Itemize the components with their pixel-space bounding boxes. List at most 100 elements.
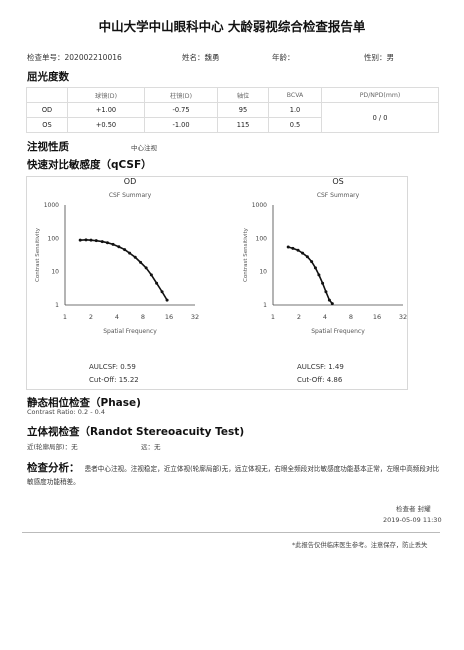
od-cutoff: Cut-Off: 15.22 — [89, 376, 139, 384]
od-data-point — [90, 239, 93, 242]
od-aulcsf-label: AULCSF: — [89, 363, 118, 371]
fixation-value: 中心注视 — [131, 142, 157, 152]
od-data-point — [128, 252, 131, 255]
refraction-heading: 屈光度数 — [27, 69, 69, 84]
os-x-tick-label: 8 — [349, 313, 353, 321]
od-data-point — [106, 241, 109, 244]
os-data-point — [317, 273, 320, 276]
os-aulcsf: AULCSF: 1.49 — [297, 363, 344, 371]
od-aulcsf: AULCSF: 0.59 — [89, 363, 136, 371]
os-data-point — [310, 260, 313, 263]
refraction-header-bcva: BCVA — [269, 88, 322, 103]
stereo-far-value: 无 — [154, 443, 161, 451]
csf-chart-panel: OD CSF Summary 1 10 100 1000 1 2 4 8 16 32 Spatial F… — [26, 176, 408, 390]
os-x-tick-label: 2 — [297, 313, 301, 321]
footer-note: *此报告仅供临床医生参考。注意保存，防止丢失 — [292, 540, 427, 549]
exam-number-value: 202002210016 — [65, 53, 122, 62]
od-chart-title: CSF Summary — [109, 192, 152, 199]
od-x-axis-label: Spatial Frequency — [103, 328, 157, 335]
analysis-text: 患者中心注视。注视稳定，近立体视(轮廓局部)无，远立体视无，右眼全频段对比敏感度… — [27, 465, 439, 486]
os-cutoff-value: 4.86 — [327, 376, 343, 384]
od-eye-label: OD — [124, 177, 136, 186]
exam-number: 检查单号：202002210016 — [27, 52, 122, 63]
od-aulcsf-value: 0.59 — [120, 363, 136, 371]
report-datetime: 2019-05-09 11:30 — [383, 516, 442, 524]
od-data-point — [134, 256, 137, 259]
refraction-header-cyl: 柱镜(D) — [145, 88, 218, 103]
od-x-tick-label: 4 — [115, 313, 119, 321]
od-cutoff-value: 15.22 — [119, 376, 139, 384]
patient-sex: 性别：男 — [364, 52, 394, 63]
os-data-point — [306, 255, 309, 258]
os-x-axis-label: Spatial Frequency — [311, 328, 365, 335]
od-data-point — [161, 290, 164, 293]
os-eye-label: OS — [332, 177, 343, 186]
os-data-point — [291, 247, 294, 250]
os-data-point — [301, 252, 304, 255]
od-y-axis-label: Contrast Sensitivity — [35, 227, 41, 282]
os-y-axis-label: Contrast Sensitivity — [243, 227, 249, 282]
examiner-name: 封耀 — [418, 505, 431, 513]
patient-age: 年龄： — [272, 52, 295, 63]
os-csf-curve — [288, 247, 332, 304]
patient-sex-label: 性别： — [364, 53, 387, 62]
phase-contrast: Contrast Ratio: 0.2 - 0.4 — [27, 408, 105, 416]
phase-contrast-label: Contrast Ratio: — [27, 408, 76, 416]
refraction-table: 球镜(D) 柱镜(D) 轴位 BCVA PD/NPD(mm) OD +1.00 … — [26, 87, 439, 133]
patient-sex-value: 男 — [387, 53, 395, 62]
refraction-sph-od: +1.00 — [68, 103, 145, 118]
os-cutoff-label: Cut-Off: — [297, 376, 324, 384]
examiner: 检查者 封耀 — [396, 503, 431, 513]
od-data-point — [145, 266, 148, 269]
os-x-tick-label: 16 — [373, 313, 381, 321]
od-y-tick-label: 10 — [51, 269, 59, 276]
od-x-tick-label: 32 — [191, 313, 199, 321]
table-row: OD +1.00 -0.75 95 1.0 0 / 0 — [27, 103, 439, 118]
os-cutoff: Cut-Off: 4.86 — [297, 376, 342, 384]
refraction-eye-os: OS — [27, 118, 68, 133]
exam-number-label: 检查单号： — [27, 53, 65, 62]
refraction-cyl-os: -1.00 — [145, 118, 218, 133]
od-data-point — [84, 238, 87, 241]
refraction-bcva-od: 1.0 — [269, 103, 322, 118]
os-data-point — [287, 245, 290, 248]
od-y-tick-label: 1 — [55, 302, 59, 309]
patient-age-label: 年龄： — [272, 53, 295, 62]
refraction-header-pd: PD/NPD(mm) — [322, 88, 439, 103]
phase-contrast-value: 0.2 - 0.4 — [78, 408, 105, 416]
stereo-far: 远：无 — [141, 441, 161, 451]
os-data-point — [324, 290, 327, 293]
fixation-heading: 注视性质 — [27, 139, 69, 154]
refraction-pd: 0 / 0 — [322, 103, 439, 133]
refraction-sph-os: +0.50 — [68, 118, 145, 133]
od-data-point — [101, 240, 104, 243]
stereo-far-label: 远： — [141, 443, 154, 451]
analysis-heading: 检查分析： — [27, 462, 80, 474]
os-y-tick-label: 1000 — [252, 202, 267, 209]
refraction-header-sph: 球镜(D) — [68, 88, 145, 103]
refraction-header-axis: 轴位 — [218, 88, 269, 103]
os-data-point — [321, 282, 324, 285]
examiner-label: 检查者 — [396, 505, 416, 513]
os-data-point — [297, 249, 300, 252]
od-data-point — [112, 243, 115, 246]
os-data-point — [331, 302, 334, 305]
os-y-tick-label: 10 — [259, 269, 267, 276]
od-x-tick-label: 8 — [141, 313, 145, 321]
od-cutoff-label: Cut-Off: — [89, 376, 116, 384]
csf-heading: 快速对比敏感度（qCSF） — [27, 157, 152, 172]
od-data-point — [79, 239, 82, 242]
od-y-tick-label: 1000 — [44, 202, 59, 209]
os-data-point — [314, 266, 317, 269]
od-x-tick-label: 16 — [165, 313, 173, 321]
os-y-tick-label: 100 — [256, 235, 268, 242]
od-data-point — [123, 248, 126, 251]
stereo-near: 近(轮廓局部)：无 — [27, 441, 78, 451]
refraction-axis-od: 95 — [218, 103, 269, 118]
refraction-axis-os: 115 — [218, 118, 269, 133]
os-aulcsf-label: AULCSF: — [297, 363, 326, 371]
od-data-point — [95, 239, 98, 242]
refraction-header-eye — [27, 88, 68, 103]
refraction-header-row: 球镜(D) 柱镜(D) 轴位 BCVA PD/NPD(mm) — [27, 88, 439, 103]
footer-divider — [22, 532, 440, 533]
